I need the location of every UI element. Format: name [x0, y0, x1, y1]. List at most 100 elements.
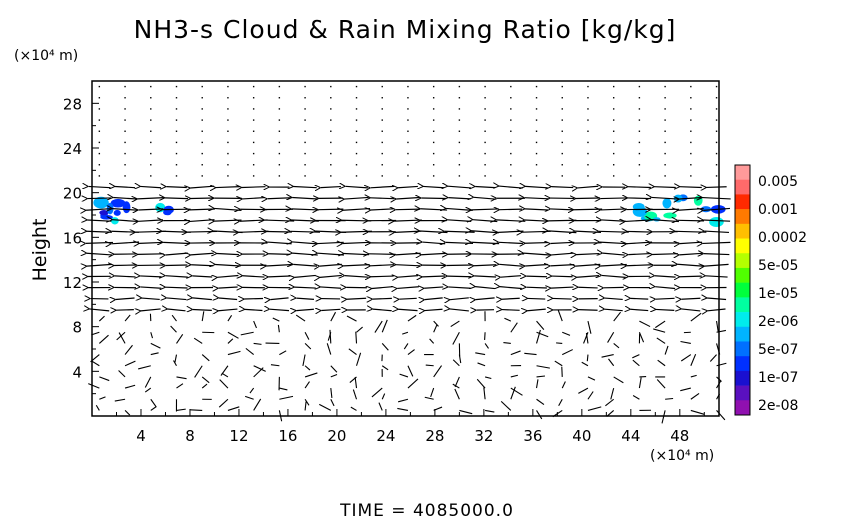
- wind-vector: [150, 398, 157, 408]
- wind-vector-dot: [150, 130, 152, 132]
- wind-vector: [608, 358, 615, 367]
- wind-vector: [396, 265, 420, 266]
- x-tick-label: 20: [327, 427, 346, 445]
- wind-vector: [452, 331, 460, 345]
- wind-vector-dot: [484, 175, 486, 177]
- wind-vector-dot: [304, 85, 306, 88]
- wind-vector: [270, 298, 289, 300]
- wind-vector-dot: [715, 175, 718, 177]
- wind-vector-dot: [664, 152, 666, 155]
- wind-vector: [422, 242, 446, 244]
- wind-vector: [654, 187, 676, 188]
- colorbar-swatch: [735, 267, 750, 283]
- wind-vector-dot: [278, 85, 281, 88]
- wind-vector: [476, 298, 495, 300]
- wind-vector: [510, 387, 523, 396]
- wind-vector: [304, 381, 310, 389]
- wind-vector-dot: [432, 130, 435, 132]
- wind-vector: [716, 410, 726, 421]
- wind-vector: [653, 328, 666, 333]
- wind-vector: [227, 331, 239, 339]
- wind-vector: [115, 276, 136, 277]
- wind-vector: [525, 209, 549, 210]
- wind-vector: [370, 186, 395, 187]
- wind-vector-dot: [304, 119, 306, 121]
- wind-vector: [703, 242, 731, 243]
- wind-vector: [476, 378, 486, 389]
- x-tick-label: 36: [523, 427, 542, 445]
- wind-vector-dot: [510, 85, 512, 88]
- wind-vector-dot: [98, 141, 101, 144]
- wind-vector: [554, 360, 563, 367]
- wind-vector: [525, 186, 548, 187]
- wind-vector: [550, 242, 575, 243]
- wind-vector: [165, 198, 189, 199]
- wind-vector: [452, 383, 460, 389]
- wind-vector-dot: [407, 164, 409, 166]
- wind-vector: [371, 387, 383, 398]
- wind-vector-dot: [175, 164, 178, 166]
- wind-vector: [371, 209, 394, 210]
- wind-vector: [191, 265, 214, 266]
- wind-vector: [613, 311, 622, 322]
- wind-vector: [118, 370, 126, 378]
- colorbar: 0.005 0.001 0.0002 5e-05 1e-05 2e-06 5e-07 1e-0…: [734, 164, 807, 416]
- wind-vector: [318, 209, 344, 210]
- wind-vector: [355, 331, 358, 344]
- wind-vector: [292, 253, 318, 255]
- wind-vector: [381, 393, 386, 400]
- wind-vector-dot: [432, 108, 435, 110]
- wind-vector-dot: [252, 175, 255, 177]
- wind-vector: [99, 376, 110, 382]
- wind-vector: [343, 242, 371, 243]
- wind-vector-dot: [561, 175, 563, 177]
- wind-vector-dot: [587, 130, 589, 132]
- wind-vector: [214, 220, 242, 221]
- wind-vector: [665, 397, 674, 400]
- wind-vector-dot: [381, 130, 383, 132]
- wind-vector: [320, 264, 342, 266]
- wind-vector-dot: [278, 108, 281, 110]
- wind-vector: [191, 253, 214, 255]
- wind-vector: [170, 325, 177, 333]
- wind-vector: [403, 343, 409, 350]
- wind-vector: [395, 231, 422, 232]
- wind-vector: [551, 287, 574, 288]
- wind-vector-dot: [458, 141, 461, 144]
- wind-vector: [347, 298, 367, 299]
- wind-vector: [407, 378, 419, 389]
- wind-vector: [503, 342, 511, 344]
- wind-vector: [139, 242, 163, 243]
- wind-vector: [296, 309, 314, 310]
- wind-vector: [475, 352, 486, 356]
- wind-vector: [168, 309, 186, 311]
- wind-vector: [678, 220, 705, 221]
- wind-vector: [397, 287, 419, 289]
- wind-vector: [141, 186, 162, 187]
- wind-vector-dot: [587, 175, 589, 177]
- wind-vector-dot: [304, 108, 306, 110]
- wind-vector-dot: [330, 164, 332, 166]
- wind-vector: [484, 343, 489, 349]
- wind-vector-dot: [227, 85, 229, 88]
- wind-vector-dot: [124, 85, 126, 88]
- wind-vector: [553, 298, 572, 299]
- colorbar-swatch: [735, 238, 750, 254]
- wind-vector-dot: [201, 97, 203, 99]
- wind-vector-dot: [330, 97, 332, 99]
- wind-vector: [272, 317, 280, 322]
- wind-vector: [562, 331, 571, 336]
- wind-vector-dot: [535, 119, 538, 121]
- wind-vector: [294, 287, 316, 288]
- wind-vector: [548, 220, 577, 221]
- wind-vector: [115, 186, 136, 187]
- wind-vector-dot: [124, 97, 126, 99]
- colorbar-swatch: [735, 312, 750, 328]
- wind-vector: [587, 320, 592, 334]
- wind-vector: [381, 365, 389, 371]
- time-label: TIME = 4085000.0: [339, 501, 514, 519]
- wind-vector-dot: [638, 164, 641, 166]
- wind-vector: [372, 287, 393, 289]
- wind-vector-dot: [458, 119, 461, 121]
- wind-vector: [610, 387, 615, 400]
